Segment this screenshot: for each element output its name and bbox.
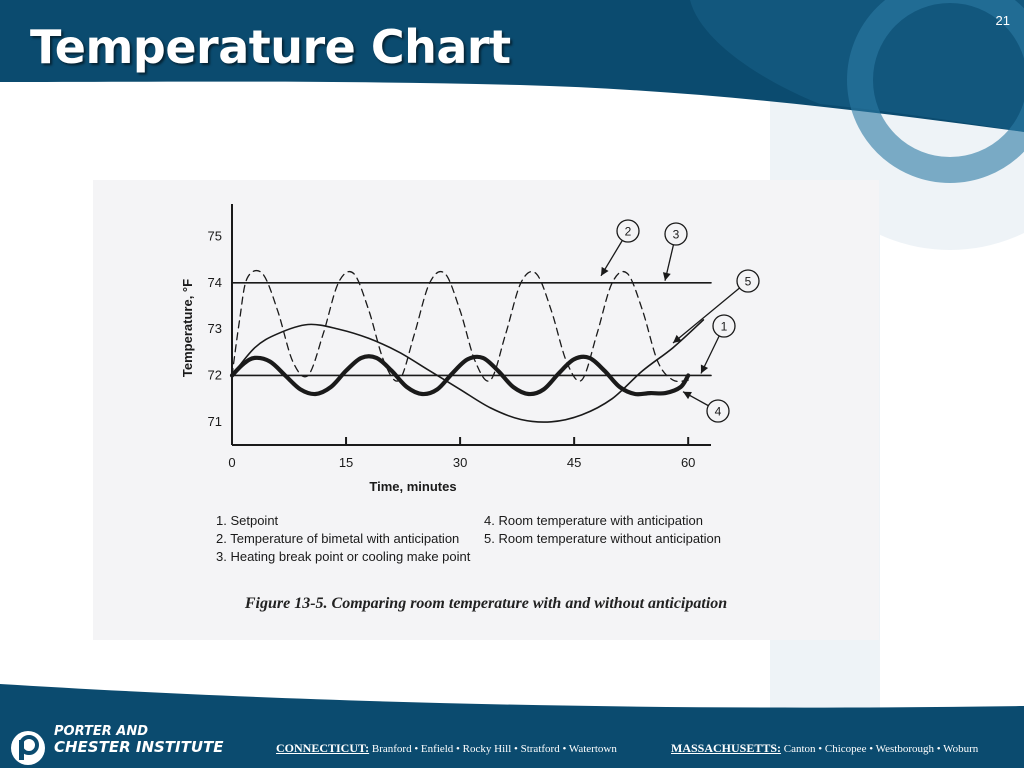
legend-item-4: 4. Room temperature with anticipation: [484, 513, 703, 528]
y-tick-label: 74: [208, 275, 222, 290]
footer-band: [0, 684, 1024, 768]
connecticut-towns: Branford • Enfield • Rocky Hill • Stratf…: [371, 743, 617, 755]
callout-label-4: 4: [715, 405, 722, 419]
callout-arrowhead-4: [683, 391, 692, 400]
x-tick-label: 30: [453, 455, 467, 470]
series-line-5: [231, 319, 705, 423]
callout-label-5: 5: [745, 275, 752, 289]
callout-label-1: 1: [721, 320, 728, 334]
slide-number: 21: [995, 13, 1010, 28]
y-tick-label: 72: [208, 367, 222, 382]
legend-item-3: 3. Heating break point or cooling make p…: [216, 549, 471, 564]
chart-callouts: 1 2 3 4 5: [600, 219, 760, 423]
x-tick-label: 0: [228, 455, 235, 470]
massachusetts-towns: Canton • Chicopee • Westborough • Woburn: [783, 743, 979, 755]
callout-arrowhead-2: [601, 266, 609, 276]
massachusetts-campuses: MASSACHUSETTS: Canton • Chicopee • Westb…: [671, 741, 978, 756]
x-tick-label: 45: [567, 455, 581, 470]
series-line-2: [231, 269, 689, 383]
massachusetts-label: MASSACHUSETTS:: [671, 741, 782, 755]
figure-caption: Figure 13-5. Comparing room temperature …: [244, 595, 728, 612]
series-line-4: [229, 354, 691, 397]
x-axis-label: Time, minutes: [369, 479, 456, 494]
callout-circle-4: [706, 399, 730, 423]
chart-axes: [231, 204, 711, 446]
logo-text-line-1: PORTER AND: [54, 724, 149, 739]
connecticut-campuses: CONNECTICUT: Branford • Enfield • Rocky …: [276, 741, 617, 756]
y-tick-label: 73: [208, 321, 222, 336]
y-tick-label: 75: [208, 228, 222, 243]
slide-title: Temperature Chart: [30, 20, 511, 74]
legend-item-1: 1. Setpoint: [216, 513, 279, 528]
callout-circle-2: [616, 219, 640, 243]
header-logo-mark: [847, 0, 1024, 183]
chart-series: [229, 269, 712, 423]
callout-label-3: 3: [673, 228, 680, 242]
callout-arrowhead-5: [673, 334, 682, 344]
x-tick-label: 15: [339, 455, 353, 470]
y-tick-label: 71: [208, 414, 222, 429]
footer: PORTER AND CHESTER INSTITUTE CONNECTICUT…: [0, 724, 1024, 768]
callout-arrowhead-1: [700, 364, 709, 374]
callout-circle-5: [736, 269, 760, 293]
legend-item-2: 2. Temperature of bimetal with anticipat…: [216, 531, 460, 546]
callout-circle-3: [664, 222, 688, 246]
x-tick-label: 60: [681, 455, 695, 470]
logo-text-line-2: CHESTER INSTITUTE: [54, 738, 224, 756]
porter-chester-logo-icon: [11, 731, 45, 765]
callout-label-2: 2: [625, 225, 632, 239]
callout-circle-1: [712, 314, 736, 338]
legend-item-5: 5. Room temperature without anticipation: [484, 531, 722, 546]
callout-arrowhead-3: [662, 272, 671, 281]
connecticut-label: CONNECTICUT:: [276, 741, 370, 755]
y-axis-label: Temperature, °F: [180, 279, 195, 377]
chart-ticks: 0 15 30 45 60 71 72 73 74 75: [208, 228, 696, 470]
callout-arrow-5: [672, 280, 749, 344]
